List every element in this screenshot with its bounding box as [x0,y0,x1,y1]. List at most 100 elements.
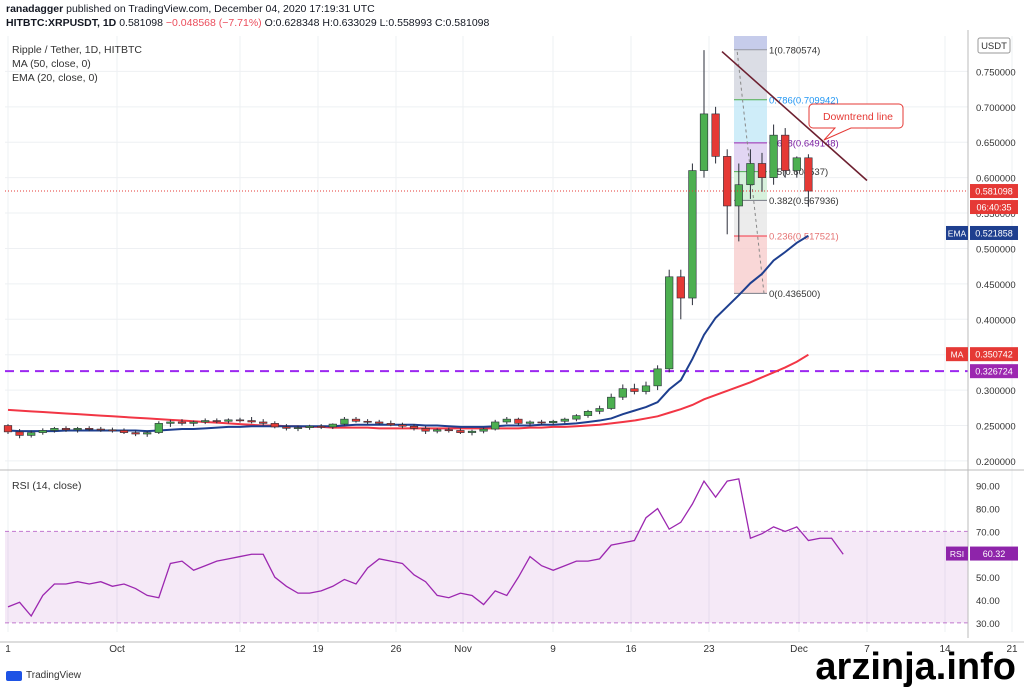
price-tag-text: EMA [948,228,967,238]
candle-down [409,425,419,429]
candle-up [27,432,36,436]
indicator-ma: MA (50, close, 0) [12,58,91,70]
candle-down [351,418,361,422]
candle-down [317,425,326,428]
fib-zone [734,236,767,294]
candle-up [746,163,755,186]
candle-up [433,429,442,432]
candle-up [641,385,651,392]
candle-down [757,163,767,178]
tradingview-icon [6,670,22,681]
rsi-band-fill [5,531,968,623]
ma-line [7,353,809,430]
candle-up [305,425,314,428]
candle-up [50,428,59,431]
price-label-box [970,200,1018,215]
fib-level-label: 0.236(0.517521) [769,232,839,243]
ohlc-values: O:0.628348 H:0.633029 L:0.558993 C:0.581… [264,17,490,29]
y-tick-label: 0.600000 [976,174,1016,185]
candle-down [781,134,790,171]
price-label-box [970,184,1018,199]
x-tick-label: 9 [550,644,556,655]
annotation-label: Downtrend line [823,111,893,123]
candle-up [189,421,198,424]
x-tick-label: Nov [454,644,472,655]
ema-line [7,234,809,433]
downtrend-line: Downtrend line [721,50,904,182]
candle-up [491,421,500,430]
candle-up [734,184,743,207]
candle-down [177,421,187,424]
candle-down [3,425,13,433]
candle-up [583,411,593,416]
price-tag-text: RSI [950,549,964,559]
rsi-tick-label: 70.00 [976,527,1000,538]
price-label-box [970,546,1018,561]
x-tick-label: 7 [864,644,870,655]
candle-up [502,418,511,423]
candle-up [607,396,616,409]
candle-down [386,423,395,426]
candle-up [293,427,303,429]
x-tick-label: 26 [390,644,402,655]
candle-down [456,430,465,433]
fib-zone-top [734,36,767,50]
candle-down [247,420,256,423]
rsi-line [7,478,844,618]
fibonacci-retracement: 1(0.780574) 0.786(0.709942) 0.618(0.649148… [734,36,839,300]
candle-down [630,388,639,392]
price-tag-text: MA [951,350,964,360]
annotation-callout [808,103,904,141]
candle-down [96,428,105,431]
candle-up [688,170,697,299]
x-tick-label: 14 [939,644,951,655]
price-label-box [970,347,1018,362]
candle-up [572,415,581,420]
candle-up [328,423,337,428]
price-label-text: 0.350742 [975,350,1013,360]
indicator-title: Ripple / Tether, 1D, HITBTC [12,44,142,56]
candles [3,50,813,439]
candle-down [282,426,291,429]
currency-badge [977,37,1011,54]
currency-label: USDT [981,41,1007,52]
price-label-text: 60.32 [983,549,1006,559]
rsi-polyline [7,478,844,618]
candle-down [375,421,384,424]
x-tick-label: 12 [234,644,246,655]
y-tick-label: 0.750000 [976,67,1016,78]
tradingview-logo[interactable]: TradingView [6,670,81,681]
candle-down [711,113,720,157]
y-tick-label: 0.300000 [976,386,1016,397]
candle-down [676,276,685,299]
published-text: published on TradingView.com, December 0… [66,3,375,15]
ema-polyline [7,234,809,433]
fib-level-label: 0.618(0.649148) [769,138,839,149]
rsi-tick-label: 90.00 [976,482,1000,493]
candle-up [549,420,558,423]
candle-down [723,156,732,207]
candle-down [537,421,546,424]
candle-down [119,430,129,433]
rsi-band [5,530,968,624]
x-tick-label: 1 [5,644,11,655]
candle-down [514,418,523,424]
indicator-rsi: RSI (14, close) [12,480,82,492]
tradingview-label: TradingView [26,670,82,681]
x-tick-label: 19 [312,644,324,655]
candle-up [340,418,349,425]
grid [5,36,1013,632]
fib-level-label: 0.786(0.709942) [769,95,839,106]
fib-level-label: 0.5(0.608537) [769,167,828,178]
fib-level-label: 1(0.780574) [769,45,820,56]
publisher: ranadagger [6,3,64,15]
y-tick-label: 0.400000 [976,315,1016,326]
candle-up [769,134,778,178]
candle-up [618,388,627,398]
fib-zone [734,200,767,237]
price-labels: 0.581098 06:40:35 EMA 0.521858 MA 0.350742 0.3… [5,184,1018,561]
price-label-text: 06:40:35 [976,203,1011,213]
y-tick-label: 0.450000 [976,280,1016,291]
candle-up [73,428,82,431]
